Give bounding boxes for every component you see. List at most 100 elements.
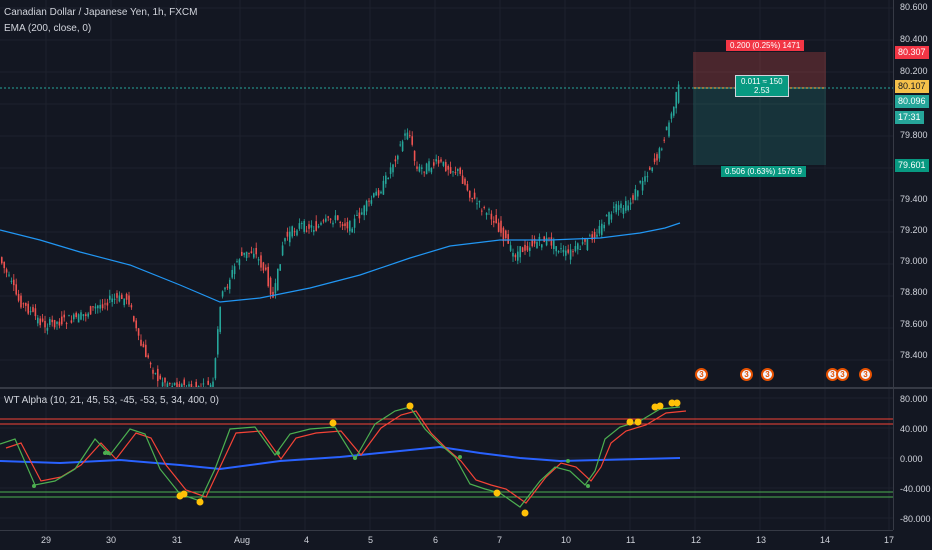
candle-body [581,242,584,244]
price-tick: 78.800 [900,287,928,297]
oscillator-canvas[interactable] [0,389,893,530]
take-profit-zone[interactable] [693,88,826,165]
candle-body [260,255,262,268]
signal-dot [106,451,110,455]
candle-body [121,294,123,299]
candle-body [562,249,565,253]
candle-body [277,268,279,291]
candle-body [449,167,452,174]
candle-body [61,316,63,325]
time-axis[interactable]: 29 30 31 Aug 4 5 6 7 10 11 12 13 14 17 [0,530,894,550]
stop-price-tag[interactable]: 80.307 [895,46,929,59]
candle-body [248,252,250,254]
candle-body [159,375,161,379]
economic-event-icon[interactable]: 3 [761,368,774,381]
candle-body [541,244,543,248]
candle-body [34,308,37,317]
candle-body [75,312,77,317]
candle-body [224,287,226,290]
time-label: 11 [626,535,636,545]
candle-body [471,197,473,199]
wt-fast-line [0,406,681,508]
candle-body [394,159,397,162]
candle-body [123,298,125,306]
candle-body [418,166,421,172]
entry-label[interactable]: 0.011 ≈ 150 2.53 [735,75,789,97]
candle-body [627,205,629,211]
oscillator-tick: 0.000 [900,454,923,464]
candle-body [656,154,658,161]
candle-body [202,383,205,385]
price-tick: 78.400 [900,350,928,360]
economic-event-icon[interactable]: 3 [859,368,872,381]
candle-body [313,230,315,232]
price-axis[interactable]: 80.600 80.400 80.200 79.800 79.400 79.20… [893,0,932,530]
oscillator-tick: 80.000 [900,394,928,404]
candle-body [279,264,281,271]
stop-loss-label[interactable]: 0.200 (0.25%) 1471 [726,40,805,51]
chart-title: Canadian Dollar / Japanese Yen, 1h, FXCM [4,7,198,18]
candle-body [401,141,404,152]
candle-body [385,175,387,184]
ema-price-tag[interactable]: 80.096 [895,95,929,108]
entry-label-line2: 2.53 [754,86,770,95]
take-profit-label[interactable]: 0.506 (0.63%) 1576.9 [721,166,806,177]
pane-divider[interactable] [0,387,932,389]
candle-body [219,306,221,332]
candle-body [197,385,200,387]
candle-body [20,295,22,308]
price-chart-canvas[interactable] [0,0,893,387]
candle-body [41,318,44,322]
ema-legend[interactable]: EMA (200, close, 0) [4,23,92,34]
candle-body [207,380,209,385]
candle-body [490,213,493,220]
price-chart-pane[interactable]: Canadian Dollar / Japanese Yen, 1h, FXCM… [0,0,893,387]
candle-body [337,215,339,220]
candle-body [181,384,183,387]
candle-body [668,122,670,137]
cross-marker-dot [406,402,414,410]
oscillator-pane[interactable]: WT Alpha (10, 21, 45, 53, -45, -53, 5, 3… [0,389,893,530]
oscillator-legend[interactable]: WT Alpha (10, 21, 45, 53, -45, -53, 5, 3… [4,395,219,406]
candle-body [476,203,478,205]
candle-body [164,377,166,383]
target-price-tag[interactable]: 79.601 [895,159,929,172]
candle-body [632,195,634,200]
candle-body [238,259,241,266]
time-label: 10 [561,535,572,545]
candle-body [344,223,346,226]
candle-body [629,202,632,205]
candle-body [322,220,325,222]
candle-body [274,283,277,294]
candle-body [411,136,413,145]
candle-body [545,237,548,246]
candle-body [428,161,430,171]
candle-body [548,237,550,239]
candle-body [173,382,176,385]
candle-body [505,230,507,239]
candle-body [509,245,512,251]
candle-body [586,238,589,251]
candle-body [152,369,154,374]
candle-body [605,215,608,217]
economic-event-icon[interactable]: 3 [836,368,849,381]
candle-body [56,321,58,324]
candle-body [320,222,322,225]
economic-event-icon[interactable]: 3 [740,368,753,381]
current-price-tag[interactable]: 80.107 [895,80,929,93]
candle-body [111,298,113,302]
candle-body [305,230,308,232]
candle-body [128,295,130,305]
candle-body [346,222,349,229]
candle-body [651,167,653,171]
candle-body [3,261,5,269]
signal-dot [276,451,280,455]
candle-body [334,215,337,221]
candle-body [154,373,157,375]
candle-body [409,135,411,137]
candle-body [461,175,464,184]
economic-event-icon[interactable]: 3 [695,368,708,381]
cross-marker-dot [634,418,642,426]
candle-body [529,247,531,251]
time-label: Aug [234,535,251,545]
